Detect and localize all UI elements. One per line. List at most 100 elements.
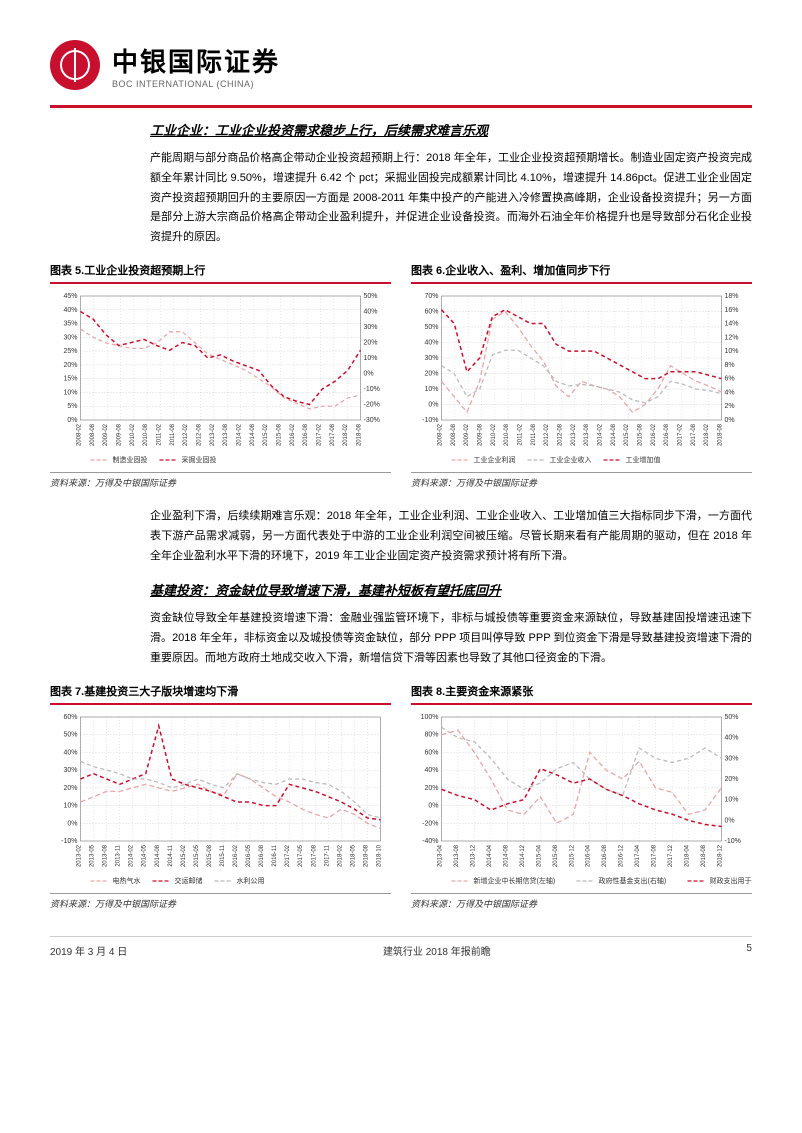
svg-text:2013-05: 2013-05: [90, 844, 96, 867]
svg-text:30%: 30%: [63, 767, 77, 774]
svg-text:50%: 50%: [63, 731, 77, 738]
svg-text:2015-08: 2015-08: [277, 423, 283, 446]
section-1-para: 产能周期与部分商品价格高企带动企业投资超预期上行：2018 年全年，工业企业投资…: [150, 149, 752, 248]
svg-text:2009-08: 2009-08: [478, 423, 484, 446]
svg-text:10%: 10%: [63, 802, 77, 809]
svg-text:30%: 30%: [63, 334, 77, 341]
svg-text:25%: 25%: [63, 348, 77, 355]
svg-text:15%: 15%: [63, 376, 77, 383]
svg-text:-10%: -10%: [364, 386, 380, 393]
svg-text:-20%: -20%: [422, 820, 438, 827]
svg-text:2017-08: 2017-08: [652, 844, 658, 867]
svg-text:2013-02: 2013-02: [210, 423, 216, 446]
svg-text:40%: 40%: [725, 734, 739, 741]
svg-text:2012-08: 2012-08: [558, 423, 564, 446]
svg-text:2017-05: 2017-05: [298, 844, 304, 867]
chart-row-1: 图表 5.工业企业投资超预期上行 0%5%10%15%20%25%30%35%4…: [50, 262, 752, 489]
svg-text:2016-12: 2016-12: [619, 844, 625, 867]
header-divider: [50, 105, 752, 108]
svg-text:10%: 10%: [364, 355, 378, 362]
svg-text:2017-02: 2017-02: [678, 423, 684, 446]
svg-text:2013-08: 2013-08: [223, 423, 229, 446]
svg-text:16%: 16%: [725, 307, 739, 314]
svg-text:工业企业利润: 工业企业利润: [474, 455, 516, 464]
svg-text:2008-08: 2008-08: [451, 423, 457, 446]
svg-text:2018-08: 2018-08: [701, 844, 707, 867]
chart-8-title: 图表 8.主要资金来源紧张: [411, 683, 752, 705]
svg-text:2013-08: 2013-08: [584, 423, 590, 446]
svg-text:2015-05: 2015-05: [194, 844, 200, 867]
header: 中银国际证券 BOC INTERNATIONAL (CHINA): [50, 40, 752, 90]
svg-text:20%: 20%: [725, 776, 739, 783]
svg-text:-10%: -10%: [422, 417, 438, 424]
svg-text:20%: 20%: [424, 370, 438, 377]
svg-text:2014-05: 2014-05: [142, 844, 148, 867]
svg-text:2012-02: 2012-02: [183, 423, 189, 446]
svg-text:0%: 0%: [428, 802, 438, 809]
svg-text:2008-02: 2008-02: [438, 423, 444, 446]
svg-text:水利公用: 水利公用: [237, 876, 265, 885]
svg-text:0%: 0%: [67, 820, 77, 827]
svg-text:70%: 70%: [424, 293, 438, 300]
footer-title: 建筑行业 2018 年报前瞻: [383, 943, 491, 958]
svg-text:6%: 6%: [725, 376, 735, 383]
chart-5-title: 图表 5.工业企业投资超预期上行: [50, 262, 391, 284]
section-3-para: 资金缺位导致全年基建投资增速下滑：金融业强监管环境下，非标与城投债等重要资金来源…: [150, 609, 752, 668]
svg-text:2013-12: 2013-12: [470, 844, 476, 867]
svg-text:4%: 4%: [725, 389, 735, 396]
svg-text:2008-02: 2008-02: [77, 423, 83, 446]
svg-text:2010-02: 2010-02: [491, 423, 497, 446]
chart-5-source: 资料来源：万得及中银国际证券: [50, 472, 391, 489]
svg-text:30%: 30%: [424, 355, 438, 362]
svg-text:2015-02: 2015-02: [181, 844, 187, 867]
svg-text:30%: 30%: [364, 324, 378, 331]
svg-text:2013-04: 2013-04: [438, 844, 444, 867]
svg-text:40%: 40%: [424, 767, 438, 774]
svg-text:2018-08: 2018-08: [363, 844, 369, 867]
brand-name-en: BOC INTERNATIONAL (CHINA): [112, 79, 280, 89]
svg-text:35%: 35%: [63, 321, 77, 328]
svg-text:2009-02: 2009-02: [103, 423, 109, 446]
svg-text:20%: 20%: [364, 339, 378, 346]
svg-text:2018-04: 2018-04: [685, 844, 691, 867]
svg-text:2010-08: 2010-08: [504, 423, 510, 446]
page-footer: 2019 年 3 月 4 日 建筑行业 2018 年报前瞻 5: [50, 936, 752, 958]
svg-text:2018-08: 2018-08: [718, 423, 724, 446]
svg-text:20%: 20%: [63, 362, 77, 369]
svg-text:30%: 30%: [725, 755, 739, 762]
svg-text:-30%: -30%: [364, 417, 380, 424]
svg-text:2017-02: 2017-02: [317, 423, 323, 446]
chart-7-source: 资料来源：万得及中银国际证券: [50, 893, 391, 910]
svg-text:政府性基金支出(右轴): 政府性基金支出(右轴): [599, 876, 667, 885]
svg-text:-40%: -40%: [422, 838, 438, 845]
svg-text:0%: 0%: [67, 417, 77, 424]
svg-text:2011-02: 2011-02: [157, 423, 163, 445]
svg-text:10%: 10%: [63, 389, 77, 396]
section-3-title: 基建投资：资金缺位导致增速下滑，基建补短板有望托底回升: [150, 580, 752, 599]
svg-text:60%: 60%: [63, 714, 77, 721]
svg-text:制造业固投: 制造业固投: [113, 455, 148, 464]
svg-text:交运邮储: 交运邮储: [175, 876, 203, 885]
boc-logo-icon: [50, 40, 100, 90]
svg-text:45%: 45%: [63, 293, 77, 300]
chart-8: -40%-20%0%20%40%60%80%100%-10%0%10%20%30…: [411, 709, 752, 889]
footer-date: 2019 年 3 月 4 日: [50, 943, 127, 958]
svg-text:2016-02: 2016-02: [233, 844, 239, 867]
svg-text:10%: 10%: [725, 348, 739, 355]
svg-text:8%: 8%: [725, 362, 735, 369]
svg-text:2017-12: 2017-12: [668, 844, 674, 867]
svg-text:2017-02: 2017-02: [285, 844, 291, 867]
svg-text:2015-04: 2015-04: [536, 844, 542, 867]
svg-text:2015-11: 2015-11: [220, 844, 226, 866]
svg-text:2014-02: 2014-02: [237, 423, 243, 446]
footer-page: 5: [746, 943, 752, 958]
chart-7-title: 图表 7.基建投资三大子版块增速均下滑: [50, 683, 391, 705]
svg-text:-10%: -10%: [61, 838, 77, 845]
svg-text:2015-02: 2015-02: [624, 423, 630, 446]
svg-text:60%: 60%: [424, 308, 438, 315]
svg-text:40%: 40%: [364, 308, 378, 315]
svg-text:2009-08: 2009-08: [117, 423, 123, 446]
brand-name-cn: 中银国际证券: [112, 42, 280, 79]
svg-text:2014-08: 2014-08: [250, 423, 256, 446]
svg-text:2011-02: 2011-02: [518, 423, 524, 445]
